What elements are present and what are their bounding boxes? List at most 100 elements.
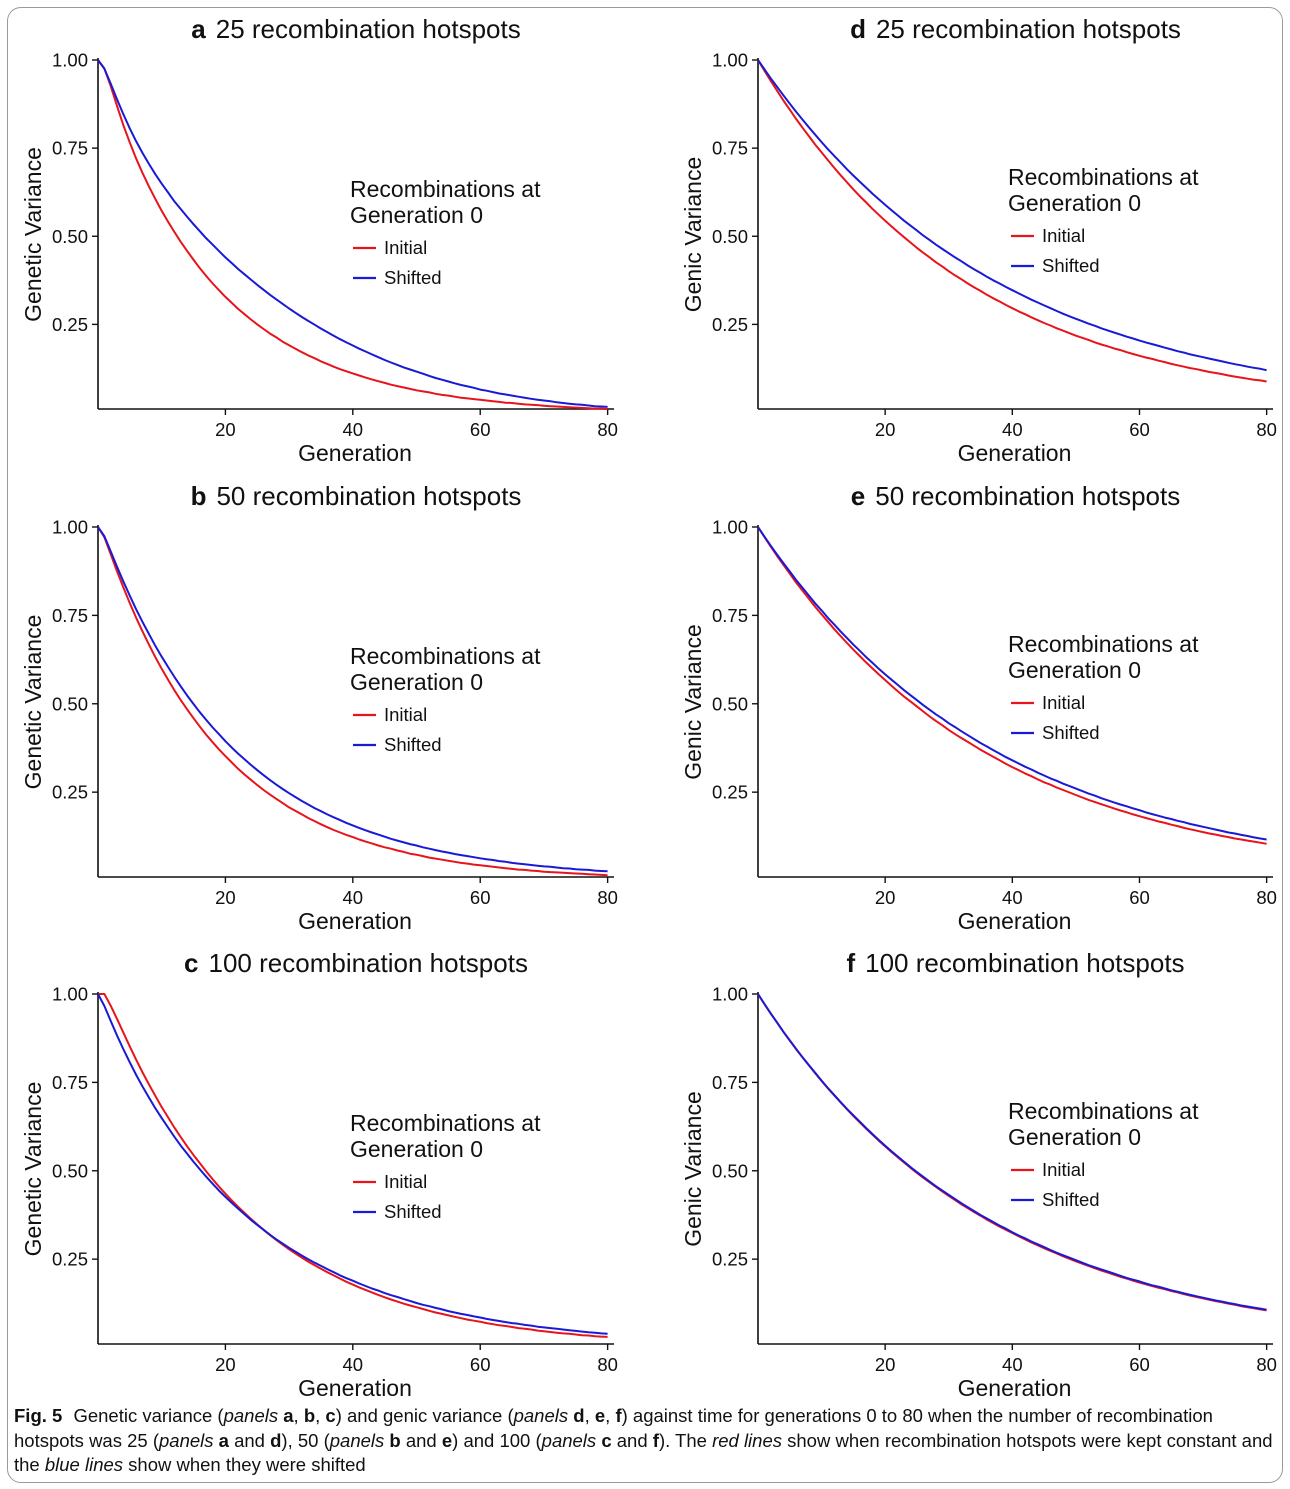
- chart-panel-a: a 25 recombination hotspots 1.00 0.75 0.50 0.…: [20, 14, 618, 466]
- legend-title: Recombinations at: [1008, 1098, 1199, 1124]
- caption-panel-ref: c: [325, 1405, 335, 1426]
- chart-title: a 25 recombination hotspots: [191, 14, 520, 44]
- caption-text: Genetic variance (: [73, 1405, 223, 1426]
- legend-title: Generation 0: [350, 202, 483, 228]
- legend-label: Shifted: [1042, 255, 1100, 276]
- panel-title-text: 100 recombination hotspots: [865, 948, 1184, 978]
- series-line-initial: [758, 994, 1267, 1310]
- caption-text: ,: [605, 1405, 615, 1426]
- caption-text: and: [229, 1430, 270, 1451]
- panel-letter: c: [184, 948, 198, 978]
- chart-panel-e: e 50 recombination hotspots 1.00 0.75 0.50 0.…: [680, 481, 1277, 934]
- y-tick-label: 0.75: [712, 605, 748, 626]
- legend-label: Initial: [1042, 225, 1085, 246]
- chart-title: e 50 recombination hotspots: [851, 481, 1180, 511]
- legend-title: Generation 0: [350, 669, 483, 695]
- x-axis-label: Generation: [298, 1375, 412, 1400]
- caption-text: ,: [294, 1405, 304, 1426]
- caption-text: panels: [159, 1430, 214, 1451]
- figure-panels: a 25 recombination hotspots 1.00 0.75 0.50 0.…: [0, 0, 1290, 1400]
- series-line-shifted: [758, 994, 1267, 1310]
- x-axis-label: Generation: [958, 440, 1072, 466]
- panel-letter: f: [846, 948, 855, 978]
- caption-panel-ref: e: [595, 1405, 605, 1426]
- series-line-initial: [98, 60, 608, 409]
- x-axis-label: Generation: [958, 908, 1072, 934]
- x-tick-label: 20: [875, 419, 896, 440]
- legend-label: Initial: [384, 1171, 427, 1192]
- legend-title: Generation 0: [1008, 657, 1141, 683]
- y-axis-label: Genic Variance: [680, 624, 706, 780]
- x-tick-label: 80: [597, 1354, 618, 1375]
- caption-text: blue lines: [45, 1454, 123, 1475]
- x-axis-label: Generation: [298, 440, 412, 466]
- y-tick-label: 0.50: [712, 693, 748, 714]
- figure-caption: Fig. 5 Genetic variance ( panels a, b, c)…: [14, 1404, 1276, 1478]
- caption-panel-ref: d: [573, 1405, 584, 1426]
- legend-title: Generation 0: [1008, 1124, 1141, 1150]
- caption-text: ) and genic variance (: [336, 1405, 514, 1426]
- legend-label: Shifted: [384, 267, 442, 288]
- y-tick-label: 0.25: [712, 1249, 748, 1270]
- caption-text: ,: [315, 1405, 325, 1426]
- y-tick-label: 1.00: [712, 984, 748, 1005]
- x-axis-label: Generation: [298, 908, 412, 934]
- y-tick-label: 0.50: [52, 1160, 88, 1181]
- chart-title: c 100 recombination hotspots: [184, 948, 528, 978]
- x-tick-label: 60: [470, 887, 491, 908]
- legend-label: Shifted: [384, 1201, 442, 1222]
- y-tick-label: 1.00: [52, 517, 88, 538]
- legend-label: Initial: [384, 704, 427, 725]
- y-tick-label: 0.50: [712, 226, 748, 247]
- series-line-shifted: [98, 994, 608, 1334]
- x-tick-label: 80: [1256, 419, 1277, 440]
- caption-panel-ref: d: [270, 1430, 281, 1451]
- legend-label: Shifted: [1042, 1189, 1100, 1210]
- x-tick-label: 80: [1256, 887, 1277, 908]
- figure-number: Fig. 5: [14, 1405, 62, 1426]
- x-tick-label: 80: [597, 419, 618, 440]
- panel-letter: b: [191, 481, 207, 511]
- panel-title-text: 25 recombination hotspots: [216, 14, 521, 44]
- legend-title: Recombinations at: [350, 1110, 541, 1136]
- x-tick-label: 20: [875, 1354, 896, 1375]
- caption-text: ). The: [659, 1430, 712, 1451]
- chart-panel-d: d 25 recombination hotspots 1.00 0.75 0.50 0.…: [680, 14, 1277, 466]
- legend-title: Generation 0: [350, 1136, 483, 1162]
- panel-title-text: 25 recombination hotspots: [876, 14, 1181, 44]
- series-line-shifted: [98, 527, 608, 871]
- x-axis-label: Generation: [958, 1375, 1072, 1400]
- series-line-initial: [758, 60, 1267, 382]
- y-tick-label: 0.75: [52, 138, 88, 159]
- y-tick-label: 0.50: [52, 226, 88, 247]
- y-tick-label: 0.25: [712, 314, 748, 335]
- legend-title: Generation 0: [1008, 190, 1141, 216]
- y-axis-label: Genic Variance: [680, 1091, 706, 1247]
- y-tick-label: 0.50: [52, 693, 88, 714]
- x-tick-label: 20: [215, 1354, 236, 1375]
- x-tick-label: 60: [470, 419, 491, 440]
- legend-label: Shifted: [384, 734, 442, 755]
- caption-text: panels: [542, 1430, 597, 1451]
- y-tick-label: 1.00: [712, 50, 748, 71]
- x-tick-label: 80: [1256, 1354, 1277, 1375]
- y-tick-label: 0.75: [52, 605, 88, 626]
- caption-panel-ref: b: [304, 1405, 315, 1426]
- x-tick-label: 80: [597, 887, 618, 908]
- y-tick-label: 0.25: [52, 782, 88, 803]
- legend-label: Initial: [1042, 1159, 1085, 1180]
- chart-panel-f: f 100 recombination hotspots 1.00 0.75 0.50 0…: [680, 948, 1277, 1400]
- x-tick-label: 40: [343, 419, 364, 440]
- caption-text: and: [401, 1430, 442, 1451]
- legend-title: Recombinations at: [350, 643, 541, 669]
- x-tick-label: 40: [1002, 419, 1023, 440]
- legend-title: Recombinations at: [1008, 164, 1199, 190]
- panel-letter: d: [850, 14, 866, 44]
- y-tick-label: 0.75: [52, 1072, 88, 1093]
- caption-panel-ref: a: [283, 1405, 293, 1426]
- panel-letter: e: [851, 481, 865, 511]
- y-tick-label: 1.00: [52, 984, 88, 1005]
- y-axis-label: Genetic Variance: [20, 1082, 46, 1257]
- x-tick-label: 40: [343, 1354, 364, 1375]
- chart-panel-c: c 100 recombination hotspots 1.00 0.75 0.50 0…: [20, 948, 618, 1400]
